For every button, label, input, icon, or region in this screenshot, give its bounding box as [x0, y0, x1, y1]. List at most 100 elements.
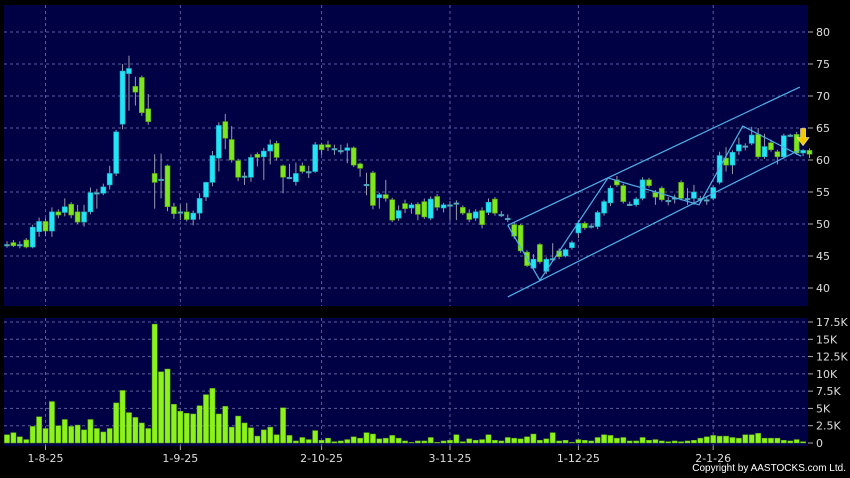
- volume-tick-label: 2.5K: [816, 420, 841, 433]
- candle-up: [601, 201, 607, 214]
- candle-down: [382, 194, 389, 199]
- candle-up: [395, 210, 402, 219]
- volume-bar: [337, 440, 344, 444]
- candle-up: [729, 152, 736, 166]
- volume-bar: [466, 438, 473, 444]
- volume-bar: [36, 416, 42, 444]
- down-arrow-icon: [796, 128, 810, 147]
- volume-bar: [485, 434, 492, 444]
- volume-bar: [646, 439, 652, 444]
- candle-up: [305, 171, 312, 174]
- candle-down: [768, 142, 774, 151]
- volume-bar: [703, 436, 710, 444]
- candle-down: [755, 134, 761, 158]
- candle-down: [793, 134, 800, 154]
- candle-up: [691, 191, 697, 199]
- candle-up: [569, 242, 575, 248]
- volume-bar: [177, 410, 184, 444]
- candle-down: [652, 192, 659, 198]
- volume-bar: [299, 437, 306, 444]
- candle-up: [376, 194, 383, 199]
- candle-down: [171, 206, 177, 215]
- price-tick-label: 65: [816, 122, 830, 135]
- price-tick-label: 50: [816, 218, 830, 231]
- date-tick-label: 1-9-25: [162, 452, 198, 465]
- volume-bar: [575, 439, 582, 444]
- volume-bar: [190, 413, 197, 444]
- candle-down: [581, 223, 588, 229]
- volume-bar: [793, 439, 800, 444]
- volume-bar: [74, 424, 81, 444]
- volume-bar: [94, 428, 100, 444]
- volume-bar: [126, 412, 132, 444]
- volume-tick-label: 17.5K: [816, 316, 848, 329]
- volume-bar: [331, 441, 338, 444]
- volume-bar: [254, 435, 261, 444]
- candle-down: [678, 182, 684, 199]
- volume-bar: [639, 437, 646, 444]
- volume-bar: [768, 437, 774, 444]
- volume-bar: [440, 440, 447, 444]
- candle-down: [620, 185, 627, 202]
- volume-bar: [280, 407, 286, 444]
- volume-bar: [4, 434, 10, 444]
- candle-up: [447, 204, 453, 207]
- candle-up: [485, 201, 492, 213]
- candle-up: [427, 198, 434, 219]
- candle-up: [106, 173, 113, 186]
- volume-bar: [357, 437, 363, 444]
- volume-bar: [415, 440, 421, 444]
- candle-up: [504, 217, 511, 221]
- volume-bar: [228, 426, 235, 444]
- candle-down: [222, 121, 229, 139]
- volume-bar: [434, 442, 440, 444]
- volume-bar: [305, 439, 312, 444]
- volume-bar: [312, 430, 319, 444]
- candle-down: [774, 151, 781, 158]
- volume-bar: [16, 436, 23, 444]
- candle-down: [415, 203, 421, 215]
- volume-bar: [402, 440, 408, 444]
- candle-up: [81, 211, 87, 223]
- candle-up: [312, 144, 318, 172]
- candle-up: [363, 184, 370, 187]
- channel-trendline: [507, 149, 801, 298]
- candle-up: [87, 192, 94, 213]
- candle-up: [498, 214, 505, 217]
- volume-bar: [556, 440, 562, 444]
- candle-down: [614, 179, 620, 186]
- candle-up: [126, 68, 132, 74]
- volume-bar: [241, 422, 248, 444]
- candle-down: [55, 211, 62, 216]
- candle-up: [344, 147, 351, 151]
- candle-up: [800, 150, 806, 154]
- volume-bar: [68, 426, 75, 444]
- volume-bar: [209, 388, 216, 444]
- volume-bar: [216, 413, 222, 444]
- volume-bar: [183, 413, 190, 444]
- candle-up: [209, 155, 216, 183]
- volume-bar: [652, 439, 659, 444]
- date-tick-label: 3-11-25: [429, 452, 472, 465]
- candle-down: [273, 143, 280, 158]
- candle-up: [94, 192, 100, 195]
- volume-bar: [787, 440, 794, 444]
- volume-bar: [49, 401, 55, 444]
- volume-bar: [267, 426, 274, 444]
- volume-bar: [748, 434, 755, 444]
- candle-up: [293, 173, 299, 183]
- volume-bar: [293, 440, 299, 444]
- volume-bar: [504, 437, 511, 444]
- volume-bar: [472, 439, 479, 444]
- candle-up: [248, 157, 254, 178]
- price-tick-label: 40: [816, 282, 830, 295]
- candle-down: [139, 77, 145, 113]
- candle-down: [479, 210, 485, 225]
- candle-down: [151, 173, 158, 183]
- copyright-text: Copyright by AASTOCKS.com Ltd.: [692, 463, 846, 474]
- candle-up: [49, 211, 55, 232]
- volume-bar: [530, 433, 537, 444]
- volume-bar: [492, 439, 498, 444]
- volume-bar: [607, 435, 614, 444]
